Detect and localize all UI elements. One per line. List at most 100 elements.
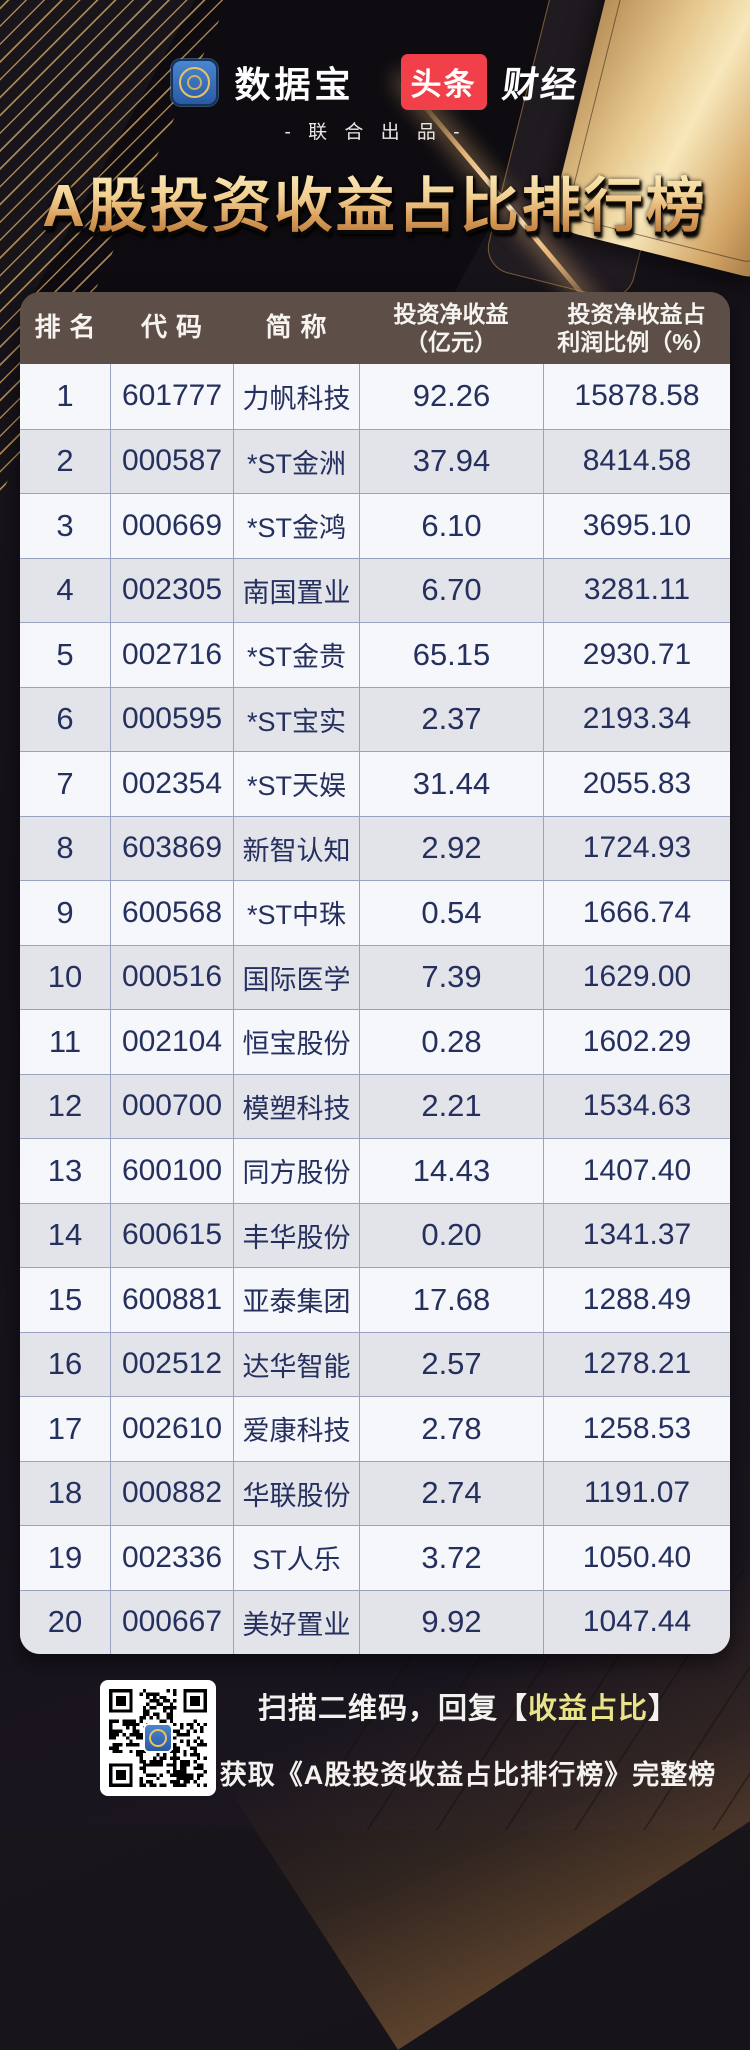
cell-rank: 10 (47, 959, 83, 995)
cell-code: 002354 (110, 752, 233, 816)
cell-income: 6.70 (359, 558, 543, 622)
cell-rank: 18 (47, 1475, 83, 1511)
cell-name: 爱康科技 (233, 1397, 359, 1461)
cell-name: 国际医学 (233, 945, 359, 1009)
cell-name: 丰华股份 (233, 1203, 359, 1267)
cell-rank: 3 (56, 507, 74, 543)
cell-income: 0.28 (359, 1010, 543, 1074)
cell-code: 000700 (110, 1074, 233, 1138)
cell-ratio: 2930.71 (543, 623, 730, 687)
page-title: A股投资收益占比排行榜 (0, 158, 750, 243)
cell-income: 6.10 (359, 494, 543, 558)
cell-ratio: 1047.44 (543, 1590, 730, 1654)
cell-ratio: 1534.63 (543, 1074, 730, 1138)
joint-production-subtitle: - 联 合 出 品 - (284, 122, 466, 143)
table-row: 14 600615 丰华股份 0.20 1341.37 (20, 1202, 730, 1267)
cell-ratio: 1724.93 (543, 816, 730, 880)
col-header-code: 代码 (140, 312, 211, 343)
cell-ratio: 1288.49 (543, 1268, 730, 1332)
cell-income: 2.92 (359, 816, 543, 880)
cell-rank: 7 (56, 765, 74, 801)
cell-income: 31.44 (359, 752, 543, 816)
cell-name: *ST宝实 (233, 687, 359, 751)
cell-name: 新智认知 (233, 816, 359, 880)
cell-rank: 4 (56, 572, 74, 608)
cell-code: 002512 (110, 1332, 233, 1396)
table-body: 1 601777 力帆科技 92.26 15878.58 2 000587 *S… (20, 364, 730, 1654)
table-row: 6 000595 *ST宝实 2.37 2193.34 (20, 686, 730, 751)
cell-income: 0.20 (359, 1203, 543, 1267)
cell-income: 7.39 (359, 945, 543, 1009)
cell-ratio: 1258.53 (543, 1397, 730, 1461)
table-row: 10 000516 国际医学 7.39 1629.00 (20, 944, 730, 1009)
col-header-income: 投资净收益 （亿元） (393, 300, 509, 355)
cell-code: 000882 (110, 1461, 233, 1525)
cell-code: 601777 (110, 364, 233, 429)
brand-toutiao-badge: 头条 (400, 54, 487, 110)
cell-rank: 12 (47, 1088, 83, 1124)
cell-code: 002305 (110, 558, 233, 622)
cell-code: 002610 (110, 1397, 233, 1461)
cell-name: 力帆科技 (233, 364, 359, 429)
cell-rank: 17 (47, 1410, 83, 1446)
table-row: 7 002354 *ST天娱 31.44 2055.83 (20, 751, 730, 816)
col-header-rank: 排名 (34, 312, 105, 343)
table-row: 1 601777 力帆科技 92.26 15878.58 (20, 364, 730, 429)
table-row: 18 000882 华联股份 2.74 1191.07 (20, 1460, 730, 1525)
cell-rank: 19 (47, 1539, 83, 1575)
cell-rank: 14 (47, 1217, 83, 1253)
cell-income: 2.74 (359, 1461, 543, 1525)
cell-code: 600615 (110, 1203, 233, 1267)
table-row: 4 002305 南国置业 6.70 3281.11 (20, 557, 730, 622)
cell-income: 9.92 (359, 1590, 543, 1654)
cell-income: 2.37 (359, 687, 543, 751)
cell-income: 2.78 (359, 1397, 543, 1461)
table-row: 15 600881 亚泰集团 17.68 1288.49 (20, 1267, 730, 1332)
footer-highlight: 收益占比 (527, 1692, 648, 1725)
cell-rank: 11 (48, 1023, 82, 1059)
cell-name: 模塑科技 (233, 1074, 359, 1138)
table-row: 3 000669 *ST金鸿 6.10 3695.10 (20, 493, 730, 558)
table-row: 8 603869 新智认知 2.92 1724.93 (20, 815, 730, 880)
cell-income: 2.21 (359, 1074, 543, 1138)
footer: 扫描二维码，回复【收益占比】 获取《A股投资收益占比排行榜》完整榜 (0, 1680, 750, 1796)
qr-code (100, 1680, 216, 1796)
cell-name: 美好置业 (233, 1590, 359, 1654)
cell-income: 92.26 (359, 364, 543, 429)
footer-line2: 获取《A股投资收益占比排行榜》完整榜 (219, 1759, 717, 1790)
cell-income: 65.15 (359, 623, 543, 687)
cell-ratio: 2193.34 (543, 687, 730, 751)
table-row: 20 000667 美好置业 9.92 1047.44 (20, 1589, 730, 1654)
qr-pattern (109, 1689, 207, 1787)
cell-name: *ST金鸿 (233, 494, 359, 558)
cell-code: 603869 (110, 816, 233, 880)
footer-text: 扫描二维码，回复【收益占比】 获取《A股投资收益占比排行榜》完整榜 (216, 1685, 750, 1792)
ranking-table: 排名 代码 简称 投资净收益 （亿元） 投资净收益占 利润比例（%） 1 601… (20, 292, 730, 1654)
cell-income: 14.43 (359, 1139, 543, 1203)
footer-line1: 扫描二维码，回复【收益占比】 (257, 1692, 679, 1725)
brand-header: 数据宝 头条 财经 (0, 54, 750, 110)
cell-ratio: 15878.58 (543, 364, 730, 429)
brand-caijing-label: 财经 (499, 64, 581, 105)
cell-name: 华联股份 (233, 1461, 359, 1525)
table-row: 12 000700 模塑科技 2.21 1534.63 (20, 1073, 730, 1138)
cell-ratio: 1050.40 (543, 1526, 730, 1590)
cell-code: 600881 (110, 1268, 233, 1332)
cell-code: 000516 (110, 945, 233, 1009)
cell-rank: 1 (56, 378, 74, 414)
cell-ratio: 1407.40 (543, 1139, 730, 1203)
cell-rank: 13 (47, 1152, 83, 1188)
cell-name: *ST天娱 (233, 752, 359, 816)
cell-code: 002716 (110, 623, 233, 687)
table-row: 2 000587 *ST金洲 37.94 8414.58 (20, 428, 730, 493)
cell-name: 同方股份 (233, 1139, 359, 1203)
cell-ratio: 3695.10 (543, 494, 730, 558)
cell-income: 2.57 (359, 1332, 543, 1396)
cell-rank: 8 (56, 830, 74, 866)
cell-name: *ST金贵 (233, 623, 359, 687)
cell-ratio: 1191.07 (543, 1461, 730, 1525)
cell-ratio: 8414.58 (543, 429, 730, 493)
background-dark-panel (30, 0, 615, 300)
table-row: 19 002336 ST人乐 3.72 1050.40 (20, 1525, 730, 1590)
cell-ratio: 1278.21 (543, 1332, 730, 1396)
